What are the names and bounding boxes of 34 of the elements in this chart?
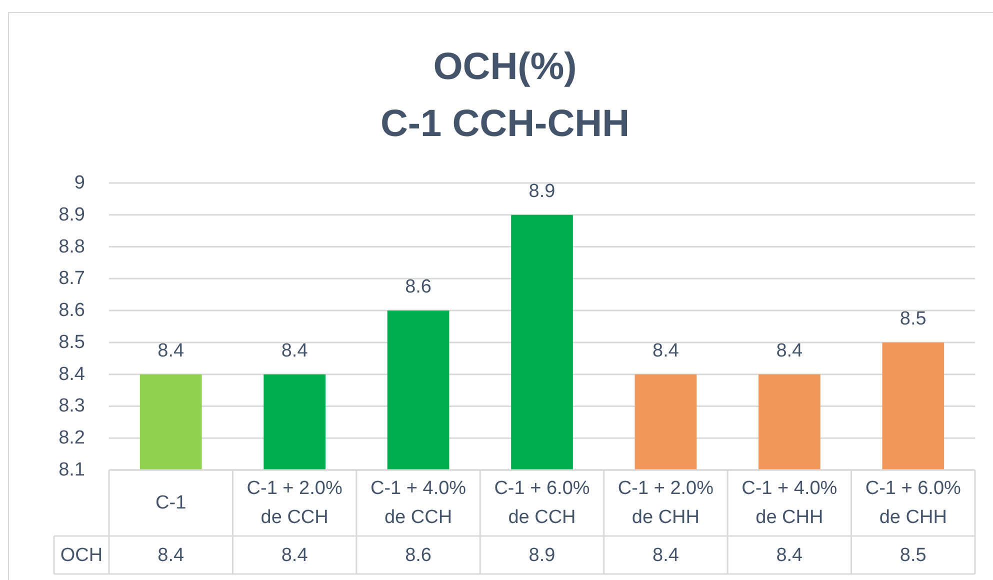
y-tick-label: 8.9 bbox=[58, 204, 85, 226]
x-tick-label: C-1 + 2.0% de CHH bbox=[618, 478, 714, 528]
y-tick-label: 8.7 bbox=[58, 268, 85, 290]
y-tick-label: 8.8 bbox=[58, 236, 85, 258]
y-tick-label: 8.2 bbox=[58, 428, 85, 449]
x-tick-label: C-1 + 4.0% de CHH bbox=[742, 478, 838, 528]
annotation: 8.9 bbox=[528, 180, 556, 202]
y-tick-label: 8.1 bbox=[58, 460, 85, 480]
text: OCH bbox=[60, 544, 103, 566]
data-label: 8.4 bbox=[281, 544, 308, 566]
chart-title: OCH(%) bbox=[433, 46, 577, 88]
data-label: 8.5 bbox=[900, 544, 926, 566]
data-label: 8.4 bbox=[158, 544, 184, 566]
x-tick-label: C-1 + 4.0% de CCH bbox=[370, 478, 466, 528]
annotation: 8.4 bbox=[776, 340, 804, 362]
y-tick-label: 9 bbox=[74, 172, 85, 194]
chart-subtitle: C-1 CCH-CHH bbox=[380, 103, 630, 145]
x-tick-label: C-1 + 2.0% de CCH bbox=[246, 478, 342, 528]
annotation: 8.4 bbox=[281, 340, 308, 362]
x-tick-label: C-1 + 6.0% de CCH bbox=[494, 478, 590, 528]
data-label: 8.6 bbox=[405, 544, 432, 566]
data-label: 8.4 bbox=[776, 544, 804, 566]
y-tick-label: 8.4 bbox=[58, 364, 86, 385]
x-tick-label: C-1 + 6.0% de CHH bbox=[865, 478, 962, 528]
y-tick-label: 8.6 bbox=[58, 300, 85, 322]
y-tick-label: 8.5 bbox=[58, 332, 85, 353]
x-tick-label: C-1 bbox=[156, 492, 186, 514]
y-tick-label: 8.3 bbox=[58, 396, 85, 417]
annotation: 8.4 bbox=[158, 340, 184, 362]
annotation: 8.6 bbox=[405, 276, 432, 298]
data-label: 8.4 bbox=[652, 544, 680, 566]
data-label: 8.9 bbox=[528, 544, 556, 566]
annotation: 8.4 bbox=[652, 340, 680, 362]
annotation: 8.5 bbox=[900, 308, 926, 330]
